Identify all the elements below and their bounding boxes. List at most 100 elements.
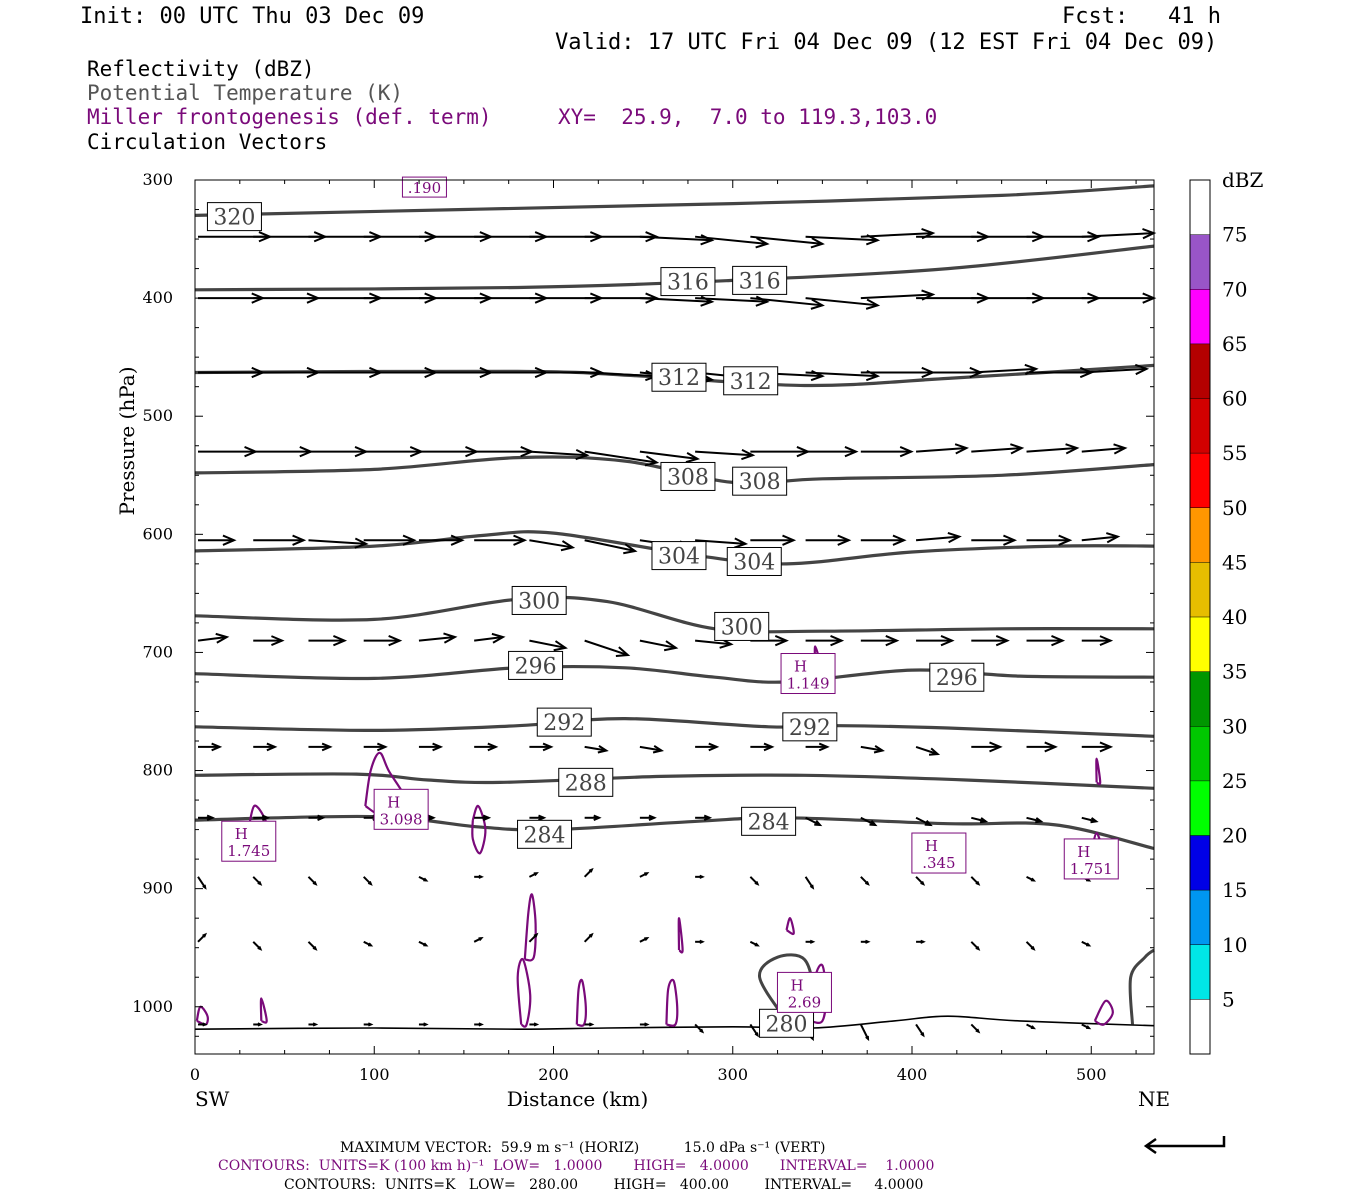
colorbar-level: 50 <box>1222 496 1247 520</box>
fronto-contour <box>1093 999 1114 1026</box>
colorbar-segment <box>1190 726 1210 781</box>
theta-label-box <box>714 611 770 641</box>
fronto-high-box <box>776 971 832 1013</box>
theta-label-box <box>732 265 788 295</box>
circulation-vector <box>529 539 573 549</box>
vector-head <box>478 874 484 879</box>
colorbar-unit: dBZ <box>1222 168 1264 192</box>
vector-head <box>1030 877 1037 882</box>
circulation-vector <box>859 1024 869 1040</box>
vector-head <box>995 635 1010 647</box>
colorbar-segment <box>1190 671 1210 727</box>
vector-head <box>487 742 499 752</box>
vector-head <box>478 1022 484 1027</box>
colorbar-level: 30 <box>1222 714 1247 738</box>
right-end-label: NE <box>1138 1087 1170 1111</box>
circulation-vector <box>750 297 823 307</box>
fronto-high-letter: H <box>925 837 938 855</box>
vector-head <box>920 880 926 886</box>
vector-head <box>864 880 870 886</box>
fronto-high-letter: H <box>235 825 248 843</box>
vector-head <box>865 1035 870 1042</box>
vector-head <box>588 1022 595 1027</box>
circulation-vector <box>529 450 588 457</box>
fronto-contour <box>516 957 532 1028</box>
vector-head <box>844 446 859 458</box>
vector-head <box>699 1028 705 1034</box>
colorbar-level: 5 <box>1222 987 1235 1011</box>
vector-head <box>885 635 900 647</box>
circulation-vector <box>695 639 732 646</box>
colorbar-level: 70 <box>1222 277 1247 301</box>
colorbar-segment <box>1190 453 1210 508</box>
circulation-vector <box>695 235 768 245</box>
colorbar-segment <box>1190 999 1210 1054</box>
vector-head <box>814 819 823 827</box>
vector-head <box>809 939 816 944</box>
vector-head <box>699 874 705 879</box>
vector-head <box>593 814 602 821</box>
theta-label-box <box>726 546 782 576</box>
colorbar-level: 45 <box>1222 550 1247 574</box>
vector-head <box>1134 363 1150 376</box>
vector-head <box>1106 532 1121 544</box>
vector-head <box>266 742 278 752</box>
vector-head <box>553 640 568 652</box>
vector-head <box>1030 945 1036 951</box>
vector-head <box>928 747 941 756</box>
theta-label: 284 <box>524 823 566 848</box>
vector-head <box>367 942 374 947</box>
vector-head <box>644 1022 650 1027</box>
fronto-contour <box>259 997 268 1024</box>
vector-head <box>644 872 650 877</box>
vector-head <box>1065 443 1080 455</box>
circulation-vector <box>308 539 367 545</box>
theta-label-box <box>558 767 614 797</box>
vector-head <box>317 814 326 821</box>
circulation-vector <box>695 450 753 457</box>
vector-head <box>575 449 590 461</box>
circulation-vector <box>1081 535 1118 542</box>
vector-head <box>427 814 436 821</box>
x-tick-label: 300 <box>717 1065 748 1084</box>
vector-head <box>920 1032 925 1038</box>
circulation-vector <box>915 447 967 453</box>
vector-head <box>733 537 749 549</box>
vector-head <box>1099 635 1114 647</box>
vector-head <box>271 635 285 647</box>
theta-label: 292 <box>543 711 585 736</box>
vector-head <box>1099 741 1114 753</box>
vector-head <box>1086 942 1092 947</box>
theta-label-box <box>732 466 788 496</box>
vector-head <box>588 932 594 938</box>
colorbar-segment <box>1190 617 1210 672</box>
theta-contour-280 <box>194 1015 1155 1030</box>
x-tick-label: 0 <box>190 1065 200 1084</box>
circulation-vector <box>860 816 876 826</box>
circulation-vector <box>418 636 456 642</box>
vector-head <box>975 880 981 886</box>
vector-head <box>1086 1025 1092 1030</box>
vector-head <box>940 635 955 647</box>
y-tick-label: 500 <box>142 406 173 425</box>
fronto-contour <box>785 917 795 936</box>
vector-head <box>837 534 852 546</box>
colorbar-segment <box>1190 343 1210 399</box>
y-tick-label: 600 <box>142 524 173 543</box>
circulation-vector <box>915 745 938 756</box>
colorbar-segment <box>1190 507 1210 563</box>
theta-contour-292 <box>194 716 1155 738</box>
vector-head <box>354 537 369 549</box>
circulation-vector <box>584 745 607 752</box>
circulation-vector <box>639 639 677 649</box>
vector-head <box>215 632 230 644</box>
vector-head <box>478 937 484 942</box>
colorbar-segment <box>1190 234 1210 290</box>
theta-label: 316 <box>739 269 781 294</box>
footer-max-vector: MAXIMUM VECTOR: 59.9 m s⁻¹ (HORIZ) 15.0 … <box>340 1140 826 1156</box>
theta-label-box <box>929 662 985 692</box>
circulation-vector <box>860 232 933 238</box>
y-axis-label: Pressure (hPa) <box>115 367 139 516</box>
vector-head <box>755 237 770 249</box>
